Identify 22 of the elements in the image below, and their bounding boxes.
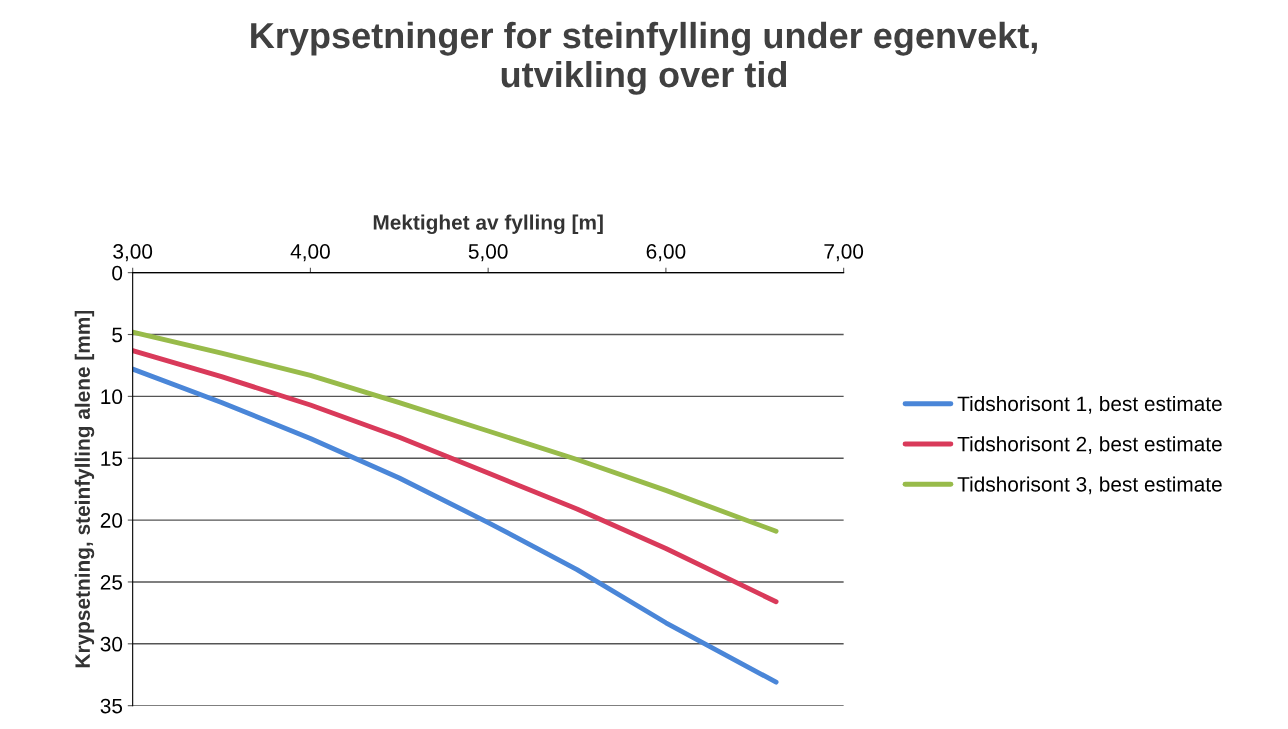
chart-title: Krypsetninger for steinfylling under egenvekt, utvikling over tid	[251, 21, 1037, 95]
y-tick-label: 10	[101, 389, 123, 405]
line-series	[132, 366, 779, 685]
y-tick-label: 30	[100, 636, 123, 652]
y-axis-title: Krypsetning, steinfylling alene [mm]	[74, 310, 95, 668]
x-tick-label: 5,00	[468, 244, 508, 262]
legend-label: Tidshorisont 3, best estimate	[957, 476, 1222, 495]
legend-label: Tidshorisont 2, best estimate	[957, 436, 1222, 454]
y-tick-label: 15	[101, 451, 123, 466]
x-axis-title: Mektighet av fylling [m]	[373, 214, 603, 235]
x-tick-label: 3,00	[113, 244, 153, 262]
y-tick-label: 0	[112, 265, 123, 281]
x-tick-label: 7,00	[824, 244, 864, 262]
y-tick-label: 20	[100, 513, 123, 528]
x-tick-label: 4,00	[290, 244, 330, 262]
legend-label: Tidshorisont 1, best estimate	[957, 395, 1222, 414]
line-series	[132, 348, 779, 605]
y-tick-label: 25	[100, 574, 123, 590]
y-tick-label: 5	[112, 327, 123, 343]
y-tick-label: 35	[100, 698, 123, 714]
line-series	[132, 329, 779, 534]
x-tick-label: 6,00	[646, 244, 686, 262]
